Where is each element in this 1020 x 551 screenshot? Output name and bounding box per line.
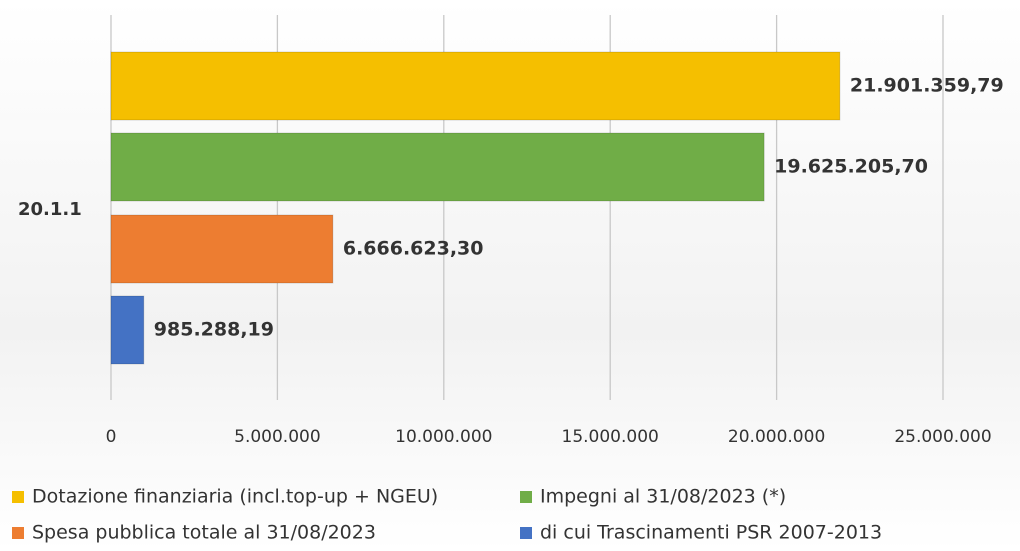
legend-label: Impegni al 31/08/2023 (*) [540,486,786,508]
value-label: 21.901.359,79 [850,75,1004,97]
legend-label: Spesa pubblica totale al 31/08/2023 [32,522,376,544]
x-tick-label: 10.000.000 [395,427,492,447]
x-tick-label: 5.000.000 [234,427,321,447]
bar [110,295,145,365]
x-tick-label: 0 [106,427,117,447]
legend-swatch [520,491,532,503]
x-tick-label: 15.000.000 [562,427,659,447]
value-label: 985.288,19 [154,319,274,341]
x-tick-label: 20.000.000 [728,427,825,447]
category-label: 20.1.1 [18,199,82,220]
legend-label: di cui Trascinamenti PSR 2007-2013 [540,522,882,544]
value-label: 6.666.623,30 [343,238,484,260]
x-tick-label: 25.000.000 [894,427,991,447]
bar [110,132,765,202]
bar [110,51,841,121]
legend-swatch [12,491,24,503]
value-label: 19.625.205,70 [774,156,928,178]
legend-swatch [520,527,532,539]
legend-label: Dotazione finanziaria (incl.top-up + NGE… [32,486,438,508]
bar [110,214,334,284]
legend-swatch [12,527,24,539]
